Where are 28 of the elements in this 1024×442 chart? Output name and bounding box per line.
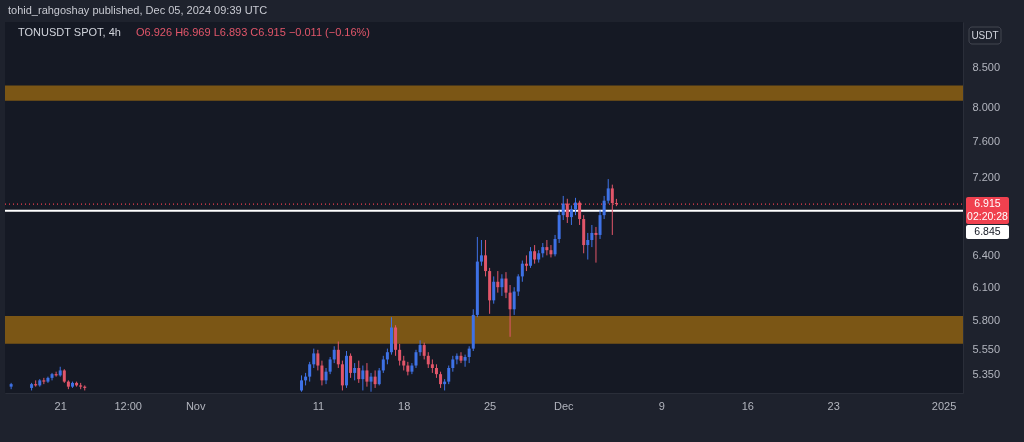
x-tick-label: 2025 <box>931 399 957 412</box>
y-tick-label: 5.800 <box>972 314 1001 327</box>
x-tick-label: 11 <box>312 399 325 412</box>
text: 02:20:28 <box>967 210 1009 223</box>
y-tick-label: 5.350 <box>972 367 1001 380</box>
y-tick-label: 6.100 <box>972 280 1001 293</box>
y-axis-title: USDT <box>971 29 999 41</box>
x-tick-label: 16 <box>741 399 754 412</box>
x-tick-label: 23 <box>827 399 840 412</box>
ref-line-label: 6.845 <box>974 225 1001 238</box>
x-tick-label: Nov <box>185 399 206 412</box>
y-tick-label: 7.600 <box>972 134 1001 147</box>
text: tohid_rahgoshay published, Dec 05, 2024 09:39 UTC <box>8 4 268 16</box>
x-tick-label: 25 <box>484 399 497 412</box>
ref-line-label: 6.915 <box>974 197 1001 210</box>
x-tick-label: Dec <box>553 399 575 412</box>
y-tick-label: 7.200 <box>972 170 1001 183</box>
y-tick-label: 6.400 <box>972 248 1001 261</box>
y-tick-label: 5.550 <box>972 343 1001 356</box>
chart-subtitle: O6.926 H6.969 L6.893 C6.915 −0.011 (−0.16%) <box>136 26 371 38</box>
x-tick-label: 18 <box>398 399 411 412</box>
y-tick-label: 8.500 <box>972 60 1001 73</box>
chart-title: TONUSDT SPOT, 4h <box>18 26 121 38</box>
candlestick <box>79 382 83 390</box>
x-tick-label: 9 <box>658 399 665 412</box>
x-tick-label: 12:00 <box>114 399 142 412</box>
y-tick-label: 8.000 <box>972 100 1001 113</box>
x-tick-label: 21 <box>54 399 67 412</box>
